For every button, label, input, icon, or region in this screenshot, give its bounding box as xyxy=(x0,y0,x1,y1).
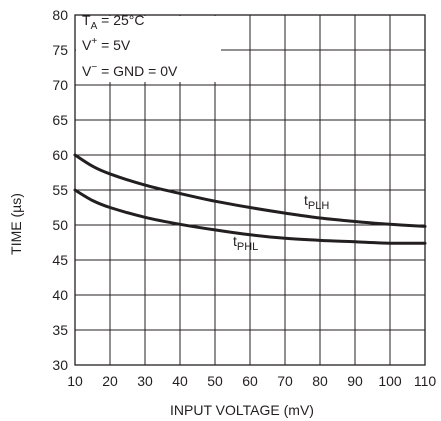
series-label-tplh: tPLH xyxy=(304,192,329,212)
condition-ground-voltage: V− = GND = 0V xyxy=(82,62,178,79)
y-tick-label: 50 xyxy=(52,217,68,233)
series-layer xyxy=(73,153,427,245)
y-tick-labels: 30 35 40 45 50 55 60 65 70 75 80 xyxy=(52,7,68,373)
y-tick-label: 35 xyxy=(52,322,68,338)
condition-temperature: TA = 25°C xyxy=(82,12,144,32)
y-tick-label: 80 xyxy=(52,7,68,23)
y-tick-label: 60 xyxy=(52,147,68,163)
y-tick-label: 75 xyxy=(52,42,68,58)
y-tick-label: 45 xyxy=(52,252,68,268)
y-axis-title: TIME (µs) xyxy=(8,193,24,255)
conditions-box-bg xyxy=(76,16,221,82)
y-tick-label: 70 xyxy=(52,77,68,93)
x-tick-label: 110 xyxy=(414,373,437,389)
x-tick-label: 20 xyxy=(102,373,118,389)
y-tick-label: 65 xyxy=(52,112,68,128)
y-tick-label: 55 xyxy=(52,182,68,198)
x-tick-label: 60 xyxy=(242,373,258,389)
condition-supply-voltage: V+ = 5V xyxy=(82,36,131,53)
series-label-tphl: tPHL xyxy=(233,233,258,253)
x-tick-label: 40 xyxy=(172,373,188,389)
series-line-tplh xyxy=(73,153,427,228)
y-tick-label: 30 xyxy=(52,357,68,373)
x-axis-title: INPUT VOLTAGE (mV) xyxy=(170,402,314,418)
x-tick-label: 70 xyxy=(277,373,293,389)
plot-frame xyxy=(74,14,426,366)
x-tick-label: 90 xyxy=(347,373,363,389)
series-line-tphl xyxy=(73,188,427,245)
x-tick-label: 50 xyxy=(207,373,223,389)
x-tick-labels: 10 20 30 40 50 60 70 80 90 100 110 xyxy=(67,373,436,389)
x-tick-label: 30 xyxy=(137,373,153,389)
x-tick-label: 10 xyxy=(67,373,83,389)
y-tick-label: 40 xyxy=(52,287,68,303)
x-tick-label: 80 xyxy=(312,373,328,389)
x-tick-label: 100 xyxy=(378,373,402,389)
